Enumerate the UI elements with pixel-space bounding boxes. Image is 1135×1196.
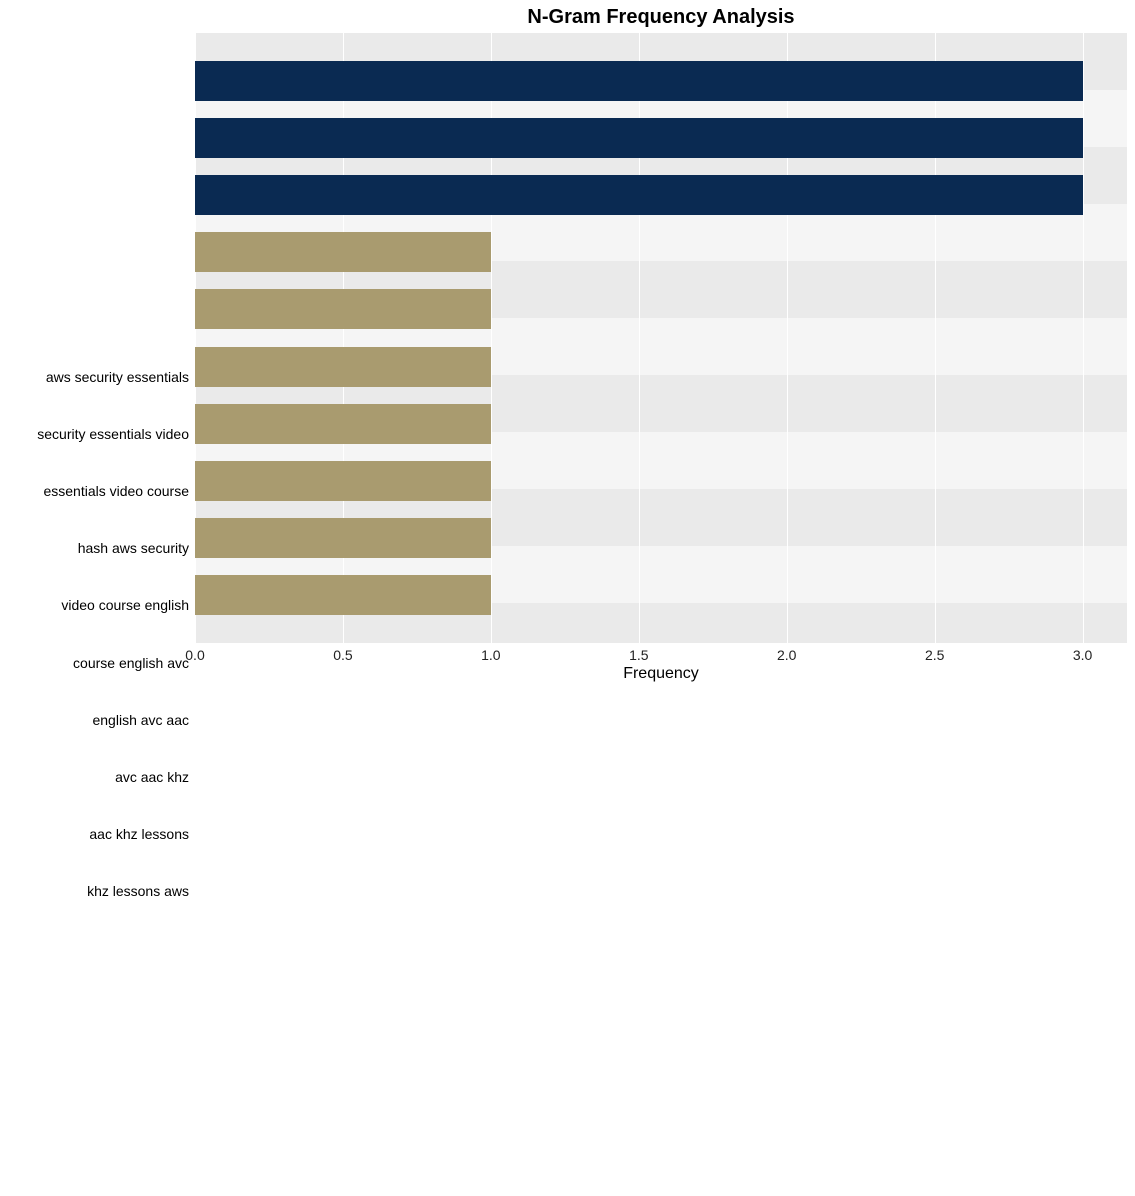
x-tick-label: 3.0 [1073, 647, 1092, 663]
bar [195, 518, 491, 558]
bar [195, 289, 491, 329]
bar [195, 232, 491, 272]
x-axis-label: Frequency [195, 665, 1127, 683]
ngram-frequency-chart: N-Gram Frequency Analysis aws security e… [0, 0, 1135, 701]
x-axis-ticks: 0.00.51.01.52.02.53.0 [195, 643, 1135, 665]
y-tick-label: khz lessons aws [87, 586, 189, 1196]
bar [195, 118, 1083, 158]
x-tick-label: 0.5 [333, 647, 352, 663]
bar [195, 347, 491, 387]
bar [195, 575, 491, 615]
chart-title: N-Gram Frequency Analysis [195, 0, 1127, 33]
x-tick-label: 1.0 [481, 647, 500, 663]
x-tick-label: 0.0 [185, 647, 204, 663]
bar [195, 175, 1083, 215]
bar [195, 404, 491, 444]
x-tick-label: 2.0 [777, 647, 796, 663]
plot-area [195, 33, 1127, 643]
x-tick-label: 1.5 [629, 647, 648, 663]
bar [195, 461, 491, 501]
gridline [1083, 33, 1084, 643]
bar [195, 61, 1083, 101]
x-tick-label: 2.5 [925, 647, 944, 663]
plot-row: aws security essentialssecurity essentia… [0, 33, 1135, 643]
y-axis: aws security essentialssecurity essentia… [0, 33, 195, 643]
